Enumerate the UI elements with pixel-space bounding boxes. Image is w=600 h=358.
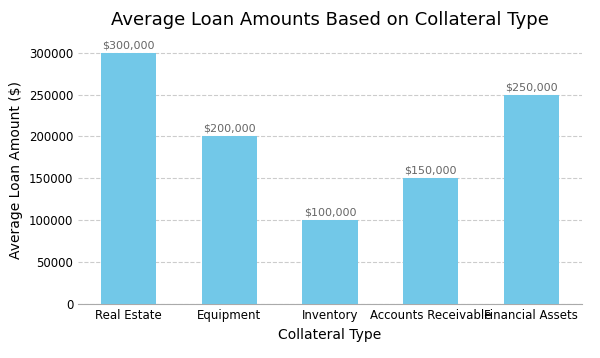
X-axis label: Collateral Type: Collateral Type (278, 328, 382, 342)
Bar (202, 136, 257, 304)
Bar (504, 95, 559, 304)
Bar (302, 221, 358, 304)
Text: $200,000: $200,000 (203, 124, 256, 134)
Text: $150,000: $150,000 (404, 166, 457, 176)
Text: $250,000: $250,000 (505, 82, 558, 92)
Bar (403, 178, 458, 304)
Text: $300,000: $300,000 (103, 40, 155, 50)
Bar (101, 53, 156, 304)
Text: $100,000: $100,000 (304, 208, 356, 218)
Title: Average Loan Amounts Based on Collateral Type: Average Loan Amounts Based on Collateral… (111, 11, 549, 29)
Y-axis label: Average Loan Amount ($): Average Loan Amount ($) (9, 81, 23, 259)
